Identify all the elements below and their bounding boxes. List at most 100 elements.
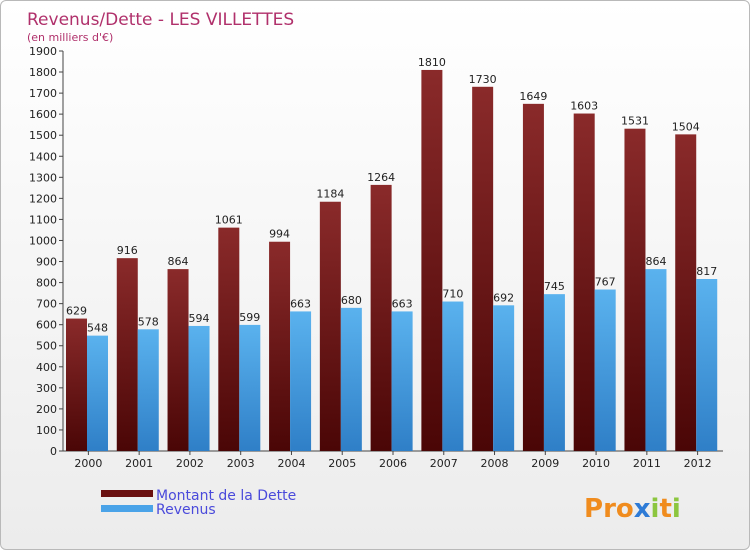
bar-revenus (645, 269, 667, 451)
x-tick-label: 2011 (633, 457, 661, 470)
y-tick-label: 1400 (29, 150, 57, 163)
x-tick-label: 2001 (125, 457, 153, 470)
legend-label-revenus: Revenus (156, 502, 216, 518)
value-label: 710 (442, 288, 463, 301)
bar-debt (522, 103, 544, 451)
bar-revenus (188, 325, 210, 451)
x-tick-label: 2003 (227, 457, 255, 470)
y-tick-label: 1100 (29, 213, 57, 226)
value-label: 663 (392, 297, 413, 310)
value-label: 663 (290, 297, 311, 310)
bar-debt (573, 113, 595, 452)
y-tick-label: 1600 (29, 108, 57, 121)
bar-revenus (493, 305, 515, 451)
y-tick-label: 200 (36, 403, 57, 416)
bar-debt (624, 128, 646, 451)
value-label: 1810 (418, 56, 446, 69)
bar-debt (116, 258, 138, 451)
bar-revenus (239, 324, 261, 451)
value-label: 680 (341, 294, 362, 307)
bar-revenus (290, 311, 312, 451)
legend-swatch-revenus (101, 505, 153, 512)
y-tick-label: 1900 (29, 45, 57, 58)
y-tick-label: 1000 (29, 234, 57, 247)
proxiti-logo: Proxiti (584, 494, 681, 524)
bar-debt (675, 134, 697, 452)
y-tick-label: 500 (36, 340, 57, 353)
logo-letter: o (616, 494, 634, 524)
value-label: 1061 (215, 214, 243, 227)
value-label: 1603 (570, 100, 598, 113)
y-tick-label: 800 (36, 277, 57, 290)
y-tick-label: 1700 (29, 87, 57, 100)
legend: Montant de la Dette Revenus (101, 488, 296, 518)
x-tick-label: 2009 (531, 457, 559, 470)
value-label: 994 (269, 228, 290, 241)
bar-revenus (87, 335, 108, 451)
logo-letter: i (672, 494, 681, 524)
x-tick-label: 2004 (277, 457, 305, 470)
value-label: 1504 (672, 120, 700, 133)
bar-debt (472, 86, 494, 451)
y-tick-label: 1500 (29, 129, 57, 142)
value-label: 916 (117, 244, 138, 257)
value-label: 1649 (519, 90, 547, 103)
logo-letter: P (584, 494, 603, 524)
value-label: 817 (696, 265, 717, 278)
y-tick-label: 900 (36, 256, 57, 269)
value-label: 629 (66, 305, 87, 318)
value-label: 548 (87, 322, 108, 335)
x-tick-label: 2006 (379, 457, 407, 470)
bar-debt (370, 184, 392, 452)
axes: 0 100 200 300 400 500 600 700 800 900 1000 1100 1200… (29, 45, 723, 470)
x-tick-label: 2000 (74, 457, 102, 470)
y-tick-label: 300 (36, 382, 57, 395)
x-tick-label: 2007 (430, 457, 458, 470)
bar-revenus (340, 307, 362, 451)
value-label: 578 (138, 315, 159, 328)
y-tick-label: 700 (36, 298, 57, 311)
bar-revenus (594, 289, 616, 451)
bar-revenus (696, 279, 718, 451)
legend-swatch-debt (101, 490, 153, 497)
logo-letter: r (603, 494, 616, 524)
value-label: 594 (189, 312, 210, 325)
y-tick-label: 1800 (29, 66, 57, 79)
legend-label-debt: Montant de la Dette (156, 488, 296, 504)
y-tick-label: 400 (36, 361, 57, 374)
y-tick-label: 600 (36, 319, 57, 332)
value-label: 864 (645, 255, 666, 268)
y-tick-label: 0 (50, 445, 57, 458)
x-tick-label: 2012 (684, 457, 712, 470)
bar-revenus (543, 294, 565, 451)
bar-revenus (442, 301, 464, 451)
chart-subtitle: (en milliers d'€) (27, 31, 113, 44)
x-tick-label: 2008 (481, 457, 509, 470)
value-label: 745 (544, 280, 565, 293)
bar-debt (167, 269, 189, 451)
bar-debt (269, 241, 291, 451)
y-tick-label: 1300 (29, 171, 57, 184)
value-label: 692 (493, 291, 514, 304)
chart-title: Revenus/Dette - LES VILLETTES (27, 10, 294, 30)
value-label: 1730 (469, 73, 497, 86)
value-label: 1184 (316, 188, 344, 201)
value-label: 767 (595, 276, 616, 289)
x-tick-label: 2010 (582, 457, 610, 470)
bar-revenus (137, 329, 159, 451)
x-tick-label: 2005 (328, 457, 356, 470)
value-label: 1264 (367, 171, 395, 184)
y-tick-label: 100 (36, 424, 57, 437)
bar-debt (319, 201, 341, 451)
bar-debt (218, 227, 240, 451)
value-label: 1531 (621, 115, 649, 128)
y-tick-label: 1200 (29, 192, 57, 205)
bar-debt (66, 318, 87, 451)
bars (66, 69, 718, 452)
value-label: 864 (168, 255, 189, 268)
bar-debt (421, 69, 443, 452)
logo-letter: i (651, 494, 660, 524)
